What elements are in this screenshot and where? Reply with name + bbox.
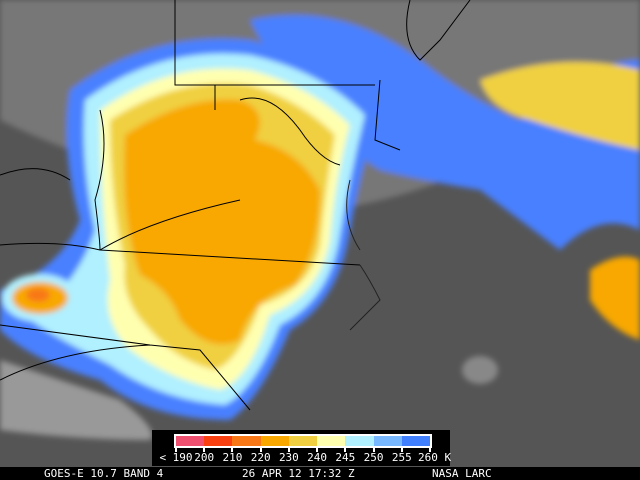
- colorbar-swatch: [232, 436, 261, 446]
- satellite-band-label: GOES-E 10.7 BAND 4: [44, 467, 164, 480]
- colorbar-tick: [259, 446, 262, 452]
- colorbar-tick: [372, 446, 375, 452]
- colorbar-swatch: [401, 436, 430, 446]
- colorbar-tick-label: 210: [222, 451, 243, 464]
- timestamp-label: 26 APR 12 17:32 Z: [242, 467, 355, 480]
- colorbar-tick-label: 255: [391, 451, 412, 464]
- colorbar-swatches: [174, 434, 432, 448]
- colorbar-tick-label: 250: [363, 451, 384, 464]
- colorbar-tick: [203, 446, 206, 452]
- colorbar-swatch: [317, 436, 346, 446]
- colorbar-tick: [316, 446, 319, 452]
- colorbar-tick: [400, 446, 403, 452]
- source-label: NASA LARC: [432, 467, 492, 480]
- colorbar-tick-label: 240: [307, 451, 328, 464]
- colorbar-swatch: [288, 436, 318, 446]
- colorbar-swatch: [176, 436, 205, 446]
- colorbar-swatch: [373, 436, 402, 446]
- cloud-field: [0, 0, 640, 440]
- colorbar-tick: [344, 446, 347, 452]
- colorbar-tick-label: 230: [278, 451, 299, 464]
- colorbar-tick-label: 220: [250, 451, 271, 464]
- colorbar-tick-label: < 190: [159, 451, 193, 464]
- colorbar-tick-label: 245: [335, 451, 356, 464]
- colorbar-tick-label: 200: [194, 451, 215, 464]
- image-caption-bar: GOES-E 10.7 BAND 4 26 APR 12 17:32 Z NAS…: [0, 467, 640, 480]
- temperature-colorbar: < 190 200 210 220 230 240 245 250 255 260 K: [152, 430, 452, 466]
- colorbar-tick: [231, 446, 234, 452]
- colorbar-swatch: [260, 436, 289, 446]
- colorbar-swatch: [345, 436, 374, 446]
- colorbar-swatch: [204, 436, 233, 446]
- colorbar-tick: [175, 446, 177, 452]
- colorbar-tick: [287, 446, 290, 452]
- colorbar-tick: [429, 446, 431, 452]
- colorbar-tick-label: 260 K: [418, 451, 452, 464]
- state-borders: [0, 0, 471, 411]
